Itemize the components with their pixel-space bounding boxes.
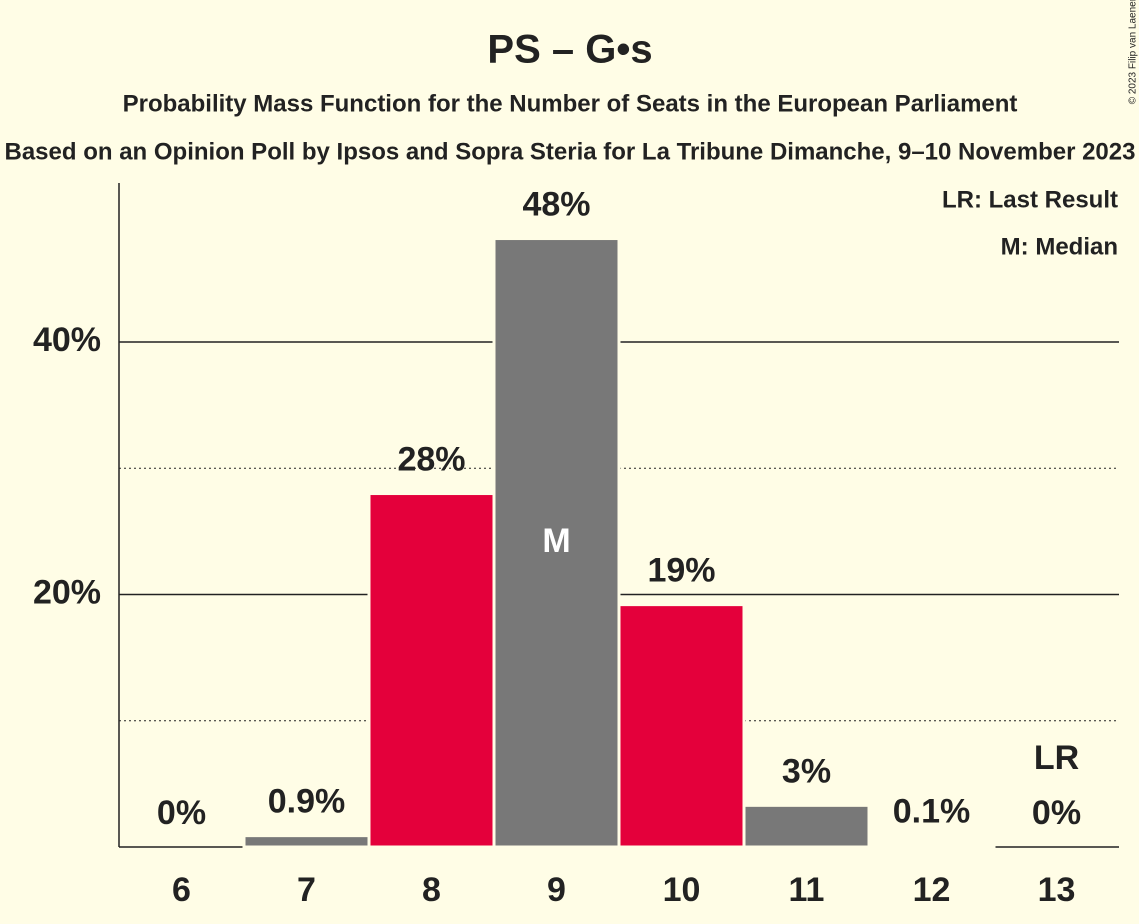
bar [867, 844, 996, 849]
value-label: 0% [157, 794, 206, 832]
x-tick-label: 6 [172, 871, 191, 909]
x-tick-label: 10 [663, 871, 701, 909]
bar [242, 834, 371, 849]
value-label: 0.1% [893, 793, 971, 831]
value-label: 28% [397, 441, 465, 479]
value-label: 48% [522, 186, 590, 224]
y-tick-label: 40% [33, 321, 101, 359]
value-label: 3% [782, 752, 831, 790]
median-marker: M [542, 522, 570, 560]
x-tick-label: 11 [789, 871, 825, 909]
value-label: 19% [647, 552, 715, 590]
bar [742, 803, 871, 849]
last-result-marker: LR [1034, 739, 1079, 777]
x-tick-label: 8 [422, 871, 441, 909]
x-tick-label: 9 [547, 871, 566, 909]
chart-title: PS – G•s [487, 28, 652, 72]
copyright: © 2023 Filip van Laenen [1128, 0, 1139, 104]
bar [367, 492, 496, 849]
value-label: 0% [1032, 794, 1081, 832]
x-tick-label: 13 [1038, 871, 1076, 909]
bar [617, 603, 746, 849]
legend-entry: LR: Last Result [942, 186, 1118, 213]
chart-caption: Based on an Opinion Poll by Ipsos and So… [5, 138, 1136, 165]
chart-subtitle: Probability Mass Function for the Number… [123, 90, 1018, 117]
y-tick-label: 20% [33, 574, 101, 612]
value-label: 0.9% [268, 783, 346, 821]
bar [492, 237, 621, 849]
x-tick-label: 12 [913, 871, 951, 909]
x-tick-label: 7 [297, 871, 316, 909]
legend-entry: M: Median [1001, 233, 1118, 260]
